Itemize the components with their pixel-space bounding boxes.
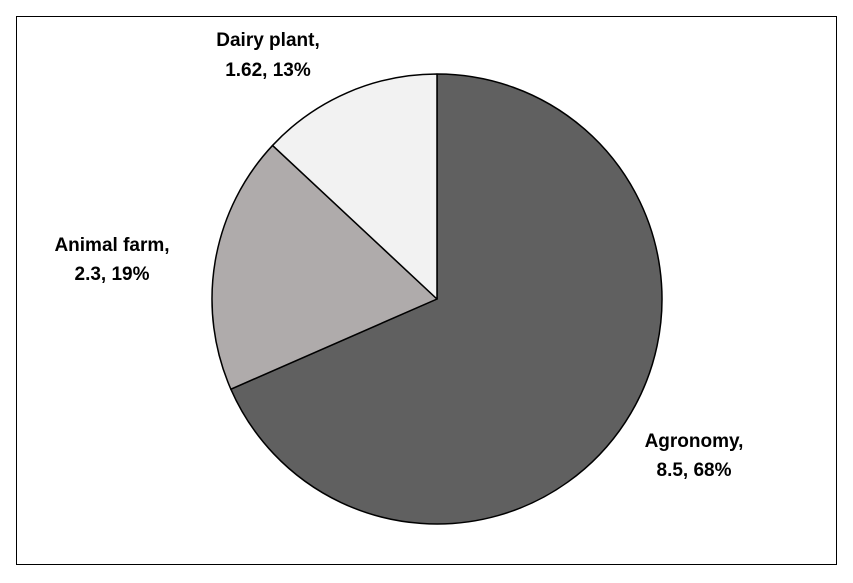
- data-label-agronomy-line1: Agronomy,: [645, 431, 744, 452]
- pie-slice-agronomy: [230, 73, 663, 525]
- data-label-dairy-plant-line2: 1.62, 13%: [225, 60, 311, 81]
- data-label-animal-farm-line1: Animal farm,: [54, 235, 169, 256]
- data-label-dairy-plant: Dairy plant, 1.62, 13%: [216, 30, 319, 81]
- data-label-animal-farm-line2: 2.3, 19%: [75, 264, 150, 285]
- data-label-animal-farm: Animal farm, 2.3, 19%: [54, 235, 169, 285]
- pie-slice-animal-farm: [211, 144, 438, 390]
- data-label-agronomy-line2: 8.5, 68%: [657, 460, 732, 481]
- pie-slice-dairy-plant: [271, 73, 438, 300]
- pie-slices: [211, 73, 663, 525]
- data-label-dairy-plant-line1: Dairy plant,: [216, 30, 319, 51]
- data-label-agronomy: Agronomy, 8.5, 68%: [645, 431, 744, 481]
